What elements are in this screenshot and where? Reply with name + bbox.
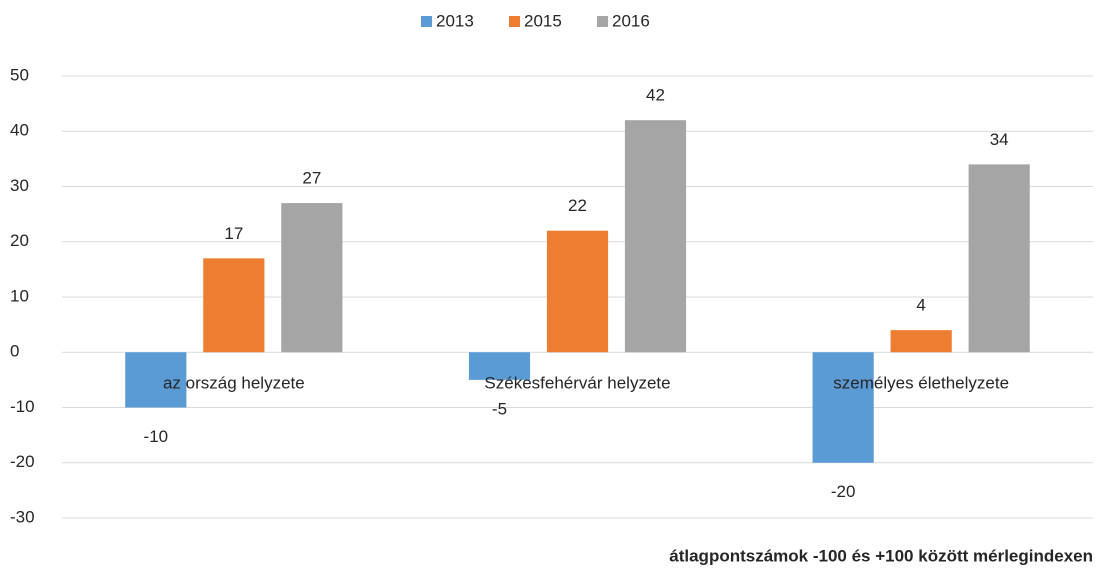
bar	[968, 164, 1030, 353]
data-label: 34	[990, 130, 1009, 149]
x-tick-label: személyes élethelyzete	[833, 374, 1009, 393]
bar	[624, 120, 687, 353]
data-label: -10	[144, 427, 169, 446]
x-tick-label: az ország helyzete	[163, 374, 305, 393]
bar	[203, 258, 265, 353]
legend-label: 2015	[524, 11, 562, 30]
legend-swatch	[421, 16, 432, 27]
data-label: -20	[831, 482, 856, 501]
annotation: átlagpontszámok -100 és +100 között mérl…	[669, 546, 1093, 565]
data-label: 17	[224, 224, 243, 243]
y-tick-label: 50	[10, 65, 29, 84]
legend-label: 2013	[436, 11, 474, 30]
y-tick-label: 10	[10, 286, 29, 305]
data-label: 42	[646, 86, 665, 105]
legend-swatch	[597, 16, 608, 27]
legend-swatch	[509, 16, 520, 27]
data-label: 27	[302, 169, 321, 188]
legend-label: 2016	[612, 11, 650, 30]
y-tick-label: -30	[10, 507, 35, 526]
y-tick-label: -10	[10, 397, 35, 416]
data-label: 22	[568, 196, 587, 215]
y-tick-label: 20	[10, 231, 29, 250]
bar	[281, 203, 343, 353]
x-tick-label: Székesfehérvár helyzete	[484, 374, 670, 393]
bar	[125, 352, 187, 408]
bar	[468, 352, 531, 380]
y-tick-label: 0	[10, 342, 19, 361]
bar	[812, 352, 874, 463]
y-tick-label: 30	[10, 176, 29, 195]
data-label: -5	[492, 399, 507, 418]
y-tick-label: -20	[10, 452, 35, 471]
data-label: 4	[916, 296, 925, 315]
y-tick-label: 40	[10, 121, 29, 140]
bar	[890, 330, 952, 353]
bar	[546, 230, 609, 353]
